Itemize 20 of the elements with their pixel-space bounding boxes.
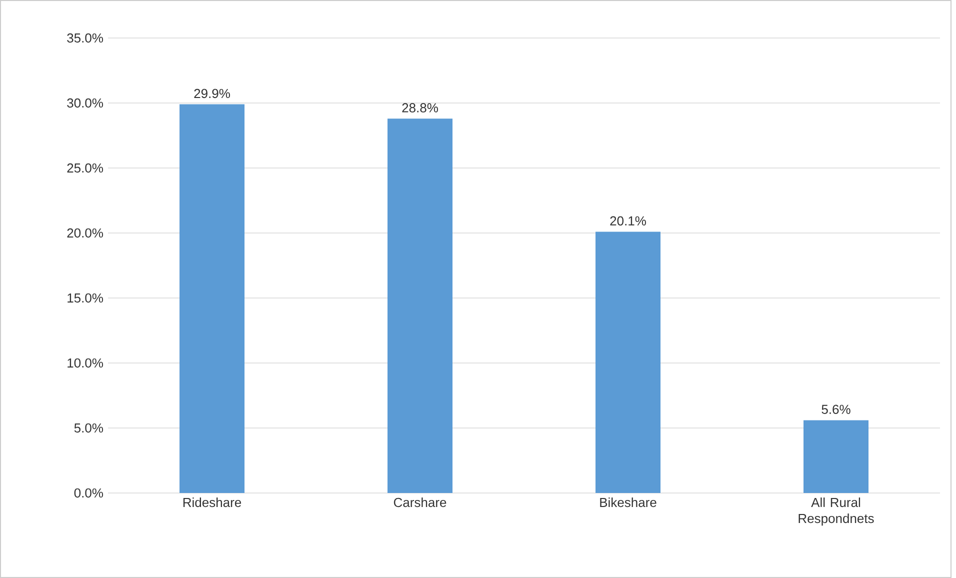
x-tick-label: Carshare [394, 498, 446, 508]
y-tick-label: 25.0% [67, 163, 104, 173]
y-tick-label: 20.0% [67, 228, 104, 238]
x-tick-label: All Rural Respondnets [798, 498, 874, 526]
y-tick-label: 5.0% [74, 423, 104, 433]
y-tick-label: 10.0% [68, 358, 104, 368]
bar [180, 104, 245, 493]
y-tick-label: 0.0% [74, 488, 104, 498]
bar [596, 232, 660, 493]
data-label: 28.8% [402, 103, 438, 112]
y-tick-label: 35.0% [67, 33, 104, 43]
data-label: 5.6% [822, 404, 850, 414]
bar [388, 118, 453, 493]
y-tick-label: 30.0% [67, 98, 104, 108]
x-tick-label: Bikeshare [600, 498, 656, 508]
bar [803, 420, 868, 493]
data-label: 29.9% [194, 88, 230, 98]
x-tick-label: Rideshare [183, 498, 242, 508]
y-tick-label: 15.0% [68, 293, 104, 303]
data-label: 20.1% [610, 216, 646, 226]
